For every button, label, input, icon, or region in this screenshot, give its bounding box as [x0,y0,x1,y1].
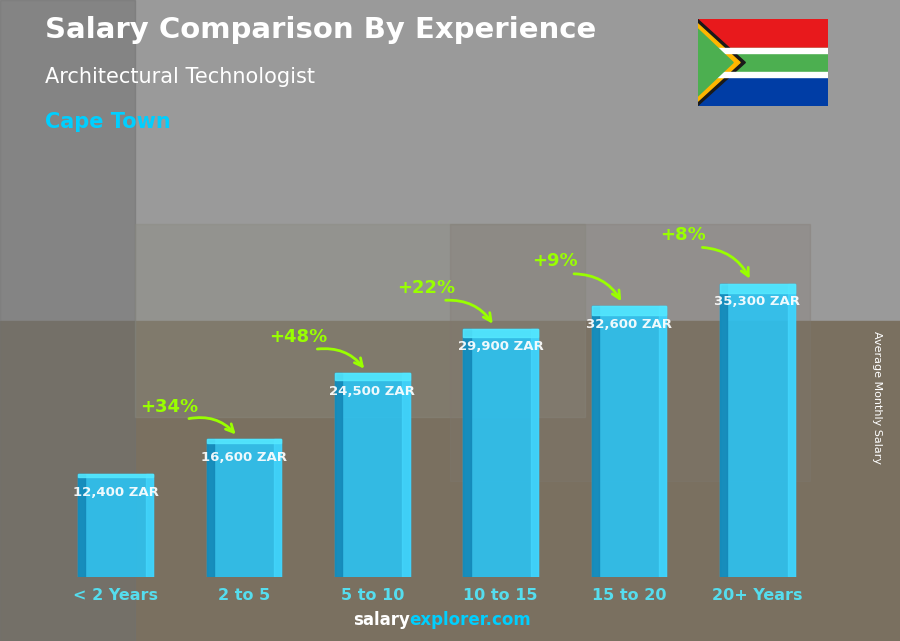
Text: Average Monthly Salary: Average Monthly Salary [872,331,883,464]
Bar [698,48,828,77]
Bar [592,306,666,315]
Text: +34%: +34% [140,398,199,416]
Bar [402,374,410,577]
Text: 16,600 ZAR: 16,600 ZAR [201,451,287,463]
Bar [698,48,828,53]
Bar [659,306,666,577]
Bar [720,284,795,577]
Bar [207,439,281,577]
Bar [720,284,727,577]
Bar [0,0,135,641]
Text: Architectural Technologist: Architectural Technologist [45,67,315,87]
Text: +48%: +48% [269,328,327,346]
Bar [0,0,900,320]
Bar [78,474,86,577]
Bar [207,439,281,444]
Bar [464,329,471,577]
Bar [207,439,214,577]
Text: +9%: +9% [532,253,578,271]
Bar [335,374,410,577]
Text: Salary Comparison By Experience: Salary Comparison By Experience [45,16,596,44]
Bar [592,306,666,577]
Bar [335,374,342,577]
Text: 29,900 ZAR: 29,900 ZAR [458,340,544,353]
Text: 12,400 ZAR: 12,400 ZAR [73,486,158,499]
Bar [698,72,828,77]
Text: 35,300 ZAR: 35,300 ZAR [715,296,800,308]
Bar [78,474,153,478]
Bar [788,284,795,577]
Bar [464,329,538,577]
Bar [135,224,585,417]
Text: Cape Town: Cape Town [45,112,171,132]
Polygon shape [698,29,733,96]
Text: +22%: +22% [397,279,455,297]
Polygon shape [698,19,745,106]
Bar [698,77,828,106]
Text: +8%: +8% [660,226,706,244]
Text: salary: salary [353,612,410,629]
Bar [450,224,810,481]
Bar [146,474,153,577]
Bar [274,439,281,577]
Bar [335,374,410,380]
Bar [78,474,153,577]
Bar [592,306,598,577]
Text: 24,500 ZAR: 24,500 ZAR [329,385,415,398]
Bar [531,329,538,577]
Bar [720,284,795,293]
Bar [698,19,828,48]
Text: 32,600 ZAR: 32,600 ZAR [586,318,672,331]
Bar [464,329,538,337]
Text: explorer.com: explorer.com [410,612,531,629]
Polygon shape [698,24,740,101]
Bar [0,320,900,641]
